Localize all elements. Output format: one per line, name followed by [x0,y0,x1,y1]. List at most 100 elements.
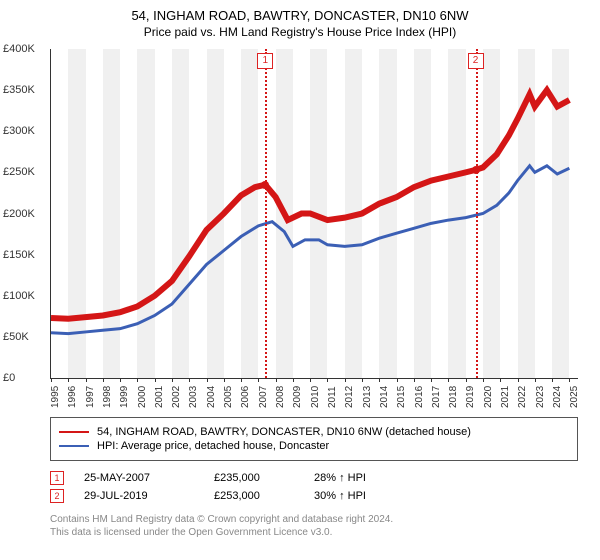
x-tick [414,378,415,382]
sale-date: 29-JUL-2019 [84,490,194,502]
x-axis-label: 2002 [171,386,182,408]
x-axis-label: 1996 [67,386,78,408]
x-tick [293,378,294,382]
x-tick [535,378,536,382]
x-axis-label: 2013 [362,386,373,408]
x-axis-label: 2005 [223,386,234,408]
series-property [51,90,569,319]
x-axis-label: 2011 [327,386,338,408]
x-axis-label: 2000 [137,386,148,408]
footer-attribution: Contains HM Land Registry data © Crown c… [50,513,578,539]
y-axis-label: £100K [3,290,35,302]
x-axis-label: 2022 [517,386,528,408]
x-tick [137,378,138,382]
legend-label: 54, INGHAM ROAD, BAWTRY, DONCASTER, DN10… [97,426,471,438]
x-tick [241,378,242,382]
x-axis-label: 2014 [379,386,390,408]
x-axis-label: 2024 [552,386,563,408]
x-axis-label: 2019 [465,386,476,408]
x-axis-label: 2010 [310,386,321,408]
x-axis-label: 2015 [396,386,407,408]
sale-diff: 30% ↑ HPI [314,490,366,502]
x-tick [397,378,398,382]
y-axis-label: £300K [3,125,35,137]
x-axis-label: 1995 [50,386,61,408]
x-axis-label: 2007 [258,386,269,408]
x-tick [258,378,259,382]
x-axis-label: 2018 [448,386,459,408]
y-axis-label: £200K [3,208,35,220]
x-axis-label: 2001 [154,386,165,408]
x-tick [500,378,501,382]
legend-swatch [59,431,89,433]
x-tick [483,378,484,382]
x-axis-label: 2020 [483,386,494,408]
footer-line: This data is licensed under the Open Gov… [50,526,578,539]
sale-marker: 2 [50,489,64,503]
x-axis-label: 1997 [85,386,96,408]
x-tick [569,378,570,382]
sale-marker: 1 [50,471,64,485]
x-tick [379,378,380,382]
sale-diff: 28% ↑ HPI [314,472,366,484]
x-tick [86,378,87,382]
sale-date: 25-MAY-2007 [84,472,194,484]
chart-subtitle: Price paid vs. HM Land Registry's House … [0,23,600,39]
sale-row: 1 25-MAY-2007 £235,000 28% ↑ HPI [50,469,578,487]
legend-box: 54, INGHAM ROAD, BAWTRY, DONCASTER, DN10… [50,417,578,461]
event-point [472,166,480,174]
x-tick [189,378,190,382]
x-tick [68,378,69,382]
chart-title: 54, INGHAM ROAD, BAWTRY, DONCASTER, DN10… [0,0,600,23]
x-tick [103,378,104,382]
legend-item: 54, INGHAM ROAD, BAWTRY, DONCASTER, DN10… [59,426,569,438]
x-axis-label: 2025 [569,386,580,408]
x-axis-label: 2009 [292,386,303,408]
x-tick [345,378,346,382]
x-axis-label: 1999 [119,386,130,408]
x-axis-label: 2006 [240,386,251,408]
sale-price: £253,000 [214,490,294,502]
sale-row: 2 29-JUL-2019 £253,000 30% ↑ HPI [50,487,578,505]
x-tick [518,378,519,382]
footer-line: Contains HM Land Registry data © Crown c… [50,513,578,526]
legend-swatch [59,445,89,447]
x-tick [552,378,553,382]
y-axis-label: £400K [3,43,35,55]
x-tick [51,378,52,382]
x-tick [362,378,363,382]
x-tick [431,378,432,382]
x-tick [466,378,467,382]
x-tick [155,378,156,382]
x-tick [224,378,225,382]
sale-price: £235,000 [214,472,294,484]
event-line [265,49,267,378]
x-axis-label: 2004 [206,386,217,408]
chart-area: £0£50K£100K£150K£200K£250K£300K£350K£400… [50,49,578,409]
x-tick [327,378,328,382]
x-axis-label: 2012 [344,386,355,408]
x-axis-label: 2023 [535,386,546,408]
legend-label: HPI: Average price, detached house, Donc… [97,440,329,452]
y-axis-label: £50K [3,331,29,343]
y-axis-label: £350K [3,84,35,96]
y-axis-label: £0 [3,372,15,384]
event-line [476,49,478,378]
plot-area: £0£50K£100K£150K£200K£250K£300K£350K£400… [50,49,578,379]
x-tick [172,378,173,382]
x-tick [276,378,277,382]
x-axis-label: 2008 [275,386,286,408]
x-tick [207,378,208,382]
sales-table: 1 25-MAY-2007 £235,000 28% ↑ HPI 2 29-JUL-201… [50,469,578,505]
x-axis-label: 2016 [414,386,425,408]
x-axis-label: 1998 [102,386,113,408]
x-axis-label: 2021 [500,386,511,408]
x-tick [448,378,449,382]
y-axis-label: £150K [3,249,35,261]
x-axis-label: 2017 [431,386,442,408]
x-tick [310,378,311,382]
y-axis-label: £250K [3,166,35,178]
event-point [261,181,269,189]
event-marker: 1 [257,53,273,69]
legend-item: HPI: Average price, detached house, Donc… [59,440,569,452]
